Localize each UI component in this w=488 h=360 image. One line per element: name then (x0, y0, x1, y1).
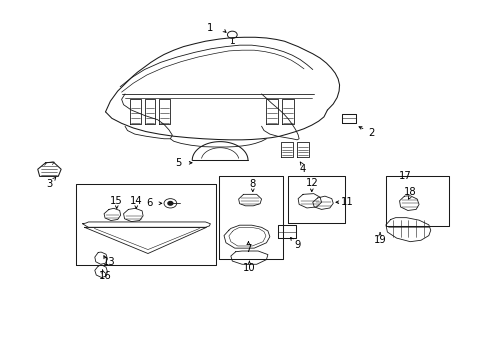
Text: 11: 11 (340, 197, 352, 207)
Text: 15: 15 (110, 196, 123, 206)
Text: 8: 8 (249, 179, 255, 189)
Text: 5: 5 (175, 158, 182, 168)
Text: 6: 6 (146, 198, 152, 208)
Circle shape (167, 202, 172, 205)
Text: 19: 19 (373, 235, 386, 245)
Text: 12: 12 (305, 178, 318, 188)
Text: 2: 2 (367, 129, 374, 138)
Text: 1: 1 (207, 23, 213, 33)
Text: 13: 13 (102, 257, 115, 267)
Text: 17: 17 (398, 171, 411, 181)
Text: 7: 7 (244, 244, 251, 254)
Text: 18: 18 (403, 187, 416, 197)
Text: 14: 14 (130, 196, 142, 206)
Text: 9: 9 (293, 239, 300, 249)
Text: 16: 16 (99, 271, 112, 281)
Text: 3: 3 (46, 179, 53, 189)
Text: 4: 4 (299, 164, 305, 174)
Text: 10: 10 (243, 263, 255, 273)
